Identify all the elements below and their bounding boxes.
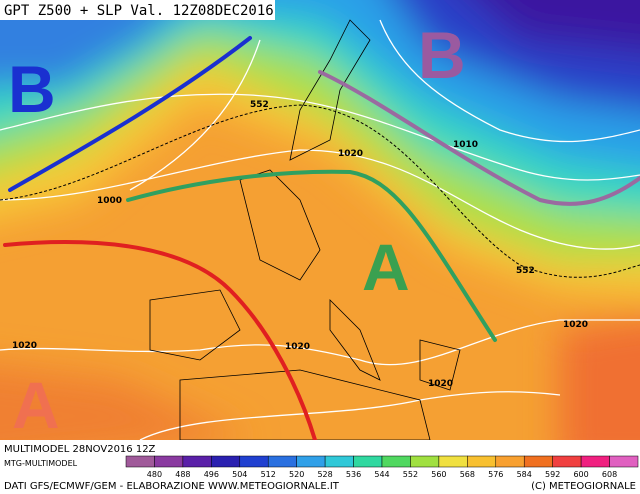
color-swatch — [381, 455, 411, 468]
color-swatch — [239, 455, 269, 468]
colorbar-label: 608 — [602, 470, 617, 479]
contour-label: 1020 — [12, 341, 37, 351]
colorbar-label: 488 — [175, 470, 190, 479]
contour-label: 1020 — [285, 342, 310, 352]
contour-label: 1010 — [453, 140, 478, 150]
color-swatch — [609, 455, 639, 468]
colorbar-label: 512 — [261, 470, 276, 479]
color-swatch — [410, 455, 440, 468]
copyright-label: (C) METEOGIORNALE — [531, 481, 636, 492]
contour-label: 552 — [516, 266, 535, 276]
contour-labels: 552 1000 1020 1010 552 1020 1020 1020 10… — [12, 100, 588, 389]
color-swatch — [154, 455, 184, 468]
color-swatch — [467, 455, 497, 468]
colorbar-label: 480 — [147, 470, 162, 479]
colorbar-label: 576 — [488, 470, 503, 479]
contour-label: 1020 — [338, 149, 363, 159]
high-label: A — [12, 368, 60, 442]
colorbar-label: 544 — [374, 470, 389, 479]
color-swatch — [580, 455, 610, 468]
high-label: A — [362, 230, 410, 304]
color-swatch — [125, 455, 155, 468]
colorbar-label: 600 — [573, 470, 588, 479]
color-swatch — [182, 455, 212, 468]
color-swatch — [552, 455, 582, 468]
color-swatch — [495, 455, 525, 468]
colorbar-label: 568 — [460, 470, 475, 479]
color-swatch — [267, 455, 297, 468]
colorbar-label: 552 — [403, 470, 418, 479]
contour-label: 552 — [250, 100, 269, 110]
contour-label: 1020 — [563, 320, 588, 330]
map-title: GPT Z500 + SLP Val. 12Z08DEC2016 — [4, 3, 274, 19]
color-swatch — [296, 455, 326, 468]
contour-label: 1000 — [97, 196, 122, 206]
model-label: MTG-MULTIMODEL — [4, 459, 78, 468]
colorbar-label: 520 — [289, 470, 304, 479]
map-field: B B A A 552 1000 1020 1010 552 1020 1020… — [0, 0, 640, 442]
colorbar-label: 496 — [204, 470, 219, 479]
low-label: B — [418, 18, 466, 92]
source-label: DATI GFS/ECMWF/GEM - ELABORAZIONE WWW.ME… — [4, 481, 340, 492]
color-swatch — [523, 455, 553, 468]
colorbar-label: 584 — [517, 470, 532, 479]
colorbar-label: 560 — [431, 470, 446, 479]
low-label: B — [8, 52, 56, 126]
color-swatch — [211, 455, 241, 468]
color-swatch — [438, 455, 468, 468]
colorbar: 480 488 496 504 512 520 528 536 544 552 560 568 576 5… — [125, 455, 639, 479]
colorbar-label: 592 — [545, 470, 560, 479]
colorbar-label: 536 — [346, 470, 361, 479]
color-swatch — [353, 455, 383, 468]
contour-label: 1020 — [428, 379, 453, 389]
colorbar-label: 528 — [317, 470, 332, 479]
colorbar-label: 504 — [232, 470, 247, 479]
color-swatch — [324, 455, 354, 468]
run-label: MULTIMODEL 28NOV2016 12Z — [4, 444, 156, 455]
